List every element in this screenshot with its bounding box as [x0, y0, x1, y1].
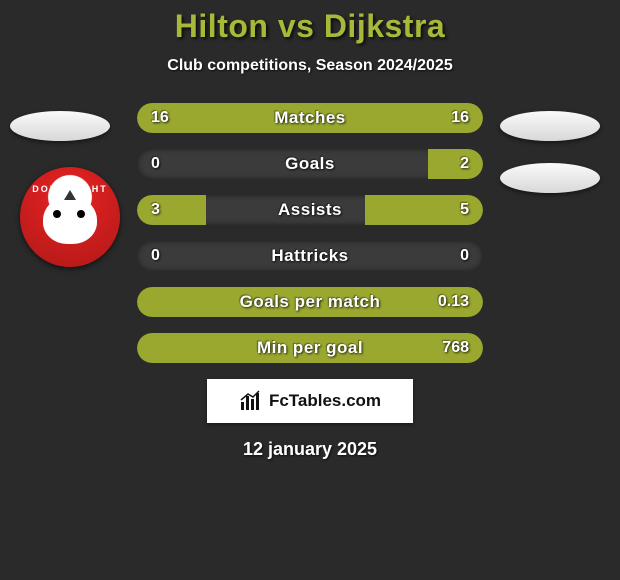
stat-value-left: 0: [151, 155, 160, 173]
stat-value-right: 0.13: [438, 293, 469, 311]
stat-bars: 16 Matches 16 0 Goals 2 3 Assists 5 0 Hattricks 0 Go…: [137, 103, 483, 363]
club-badge-left: DORDRECHT: [20, 167, 120, 267]
stat-value-right: 5: [460, 201, 469, 219]
branding-text: FcTables.com: [269, 391, 381, 411]
subtitle: Club competitions, Season 2024/2025: [0, 57, 620, 75]
stat-label: Min per goal: [257, 338, 363, 358]
stat-label: Matches: [274, 108, 346, 128]
branding-badge[interactable]: FcTables.com: [207, 379, 413, 423]
bar-fill-left: [137, 195, 206, 225]
bar-fill-right: [428, 149, 483, 179]
stat-value-right: 16: [451, 109, 469, 127]
player-placeholder-left: [10, 111, 110, 141]
player-placeholder-right-1: [500, 111, 600, 141]
stat-value-left: 3: [151, 201, 160, 219]
stat-value-left: 0: [151, 247, 160, 265]
stat-label: Hattricks: [271, 246, 348, 266]
stat-label: Goals per match: [240, 292, 381, 312]
player-placeholder-right-2: [500, 163, 600, 193]
stat-row: 16 Matches 16: [137, 103, 483, 133]
stat-row: Min per goal 768: [137, 333, 483, 363]
stat-row: Goals per match 0.13: [137, 287, 483, 317]
chart-icon: [239, 390, 263, 412]
club-badge-mascot: [43, 196, 97, 244]
stats-area: DORDRECHT 16 Matches 16 0 Goals 2 3 Assists 5 0 Ha…: [0, 103, 620, 363]
stat-label: Goals: [285, 154, 335, 174]
stat-row: 3 Assists 5: [137, 195, 483, 225]
stat-value-left: 16: [151, 109, 169, 127]
stat-value-right: 0: [460, 247, 469, 265]
stat-row: 0 Goals 2: [137, 149, 483, 179]
stat-label: Assists: [278, 200, 342, 220]
page-title: Hilton vs Dijkstra: [0, 8, 620, 45]
comparison-card: Hilton vs Dijkstra Club competitions, Se…: [0, 0, 620, 460]
date-label: 12 january 2025: [0, 439, 620, 460]
stat-row: 0 Hattricks 0: [137, 241, 483, 271]
stat-value-right: 2: [460, 155, 469, 173]
stat-value-right: 768: [442, 339, 469, 357]
